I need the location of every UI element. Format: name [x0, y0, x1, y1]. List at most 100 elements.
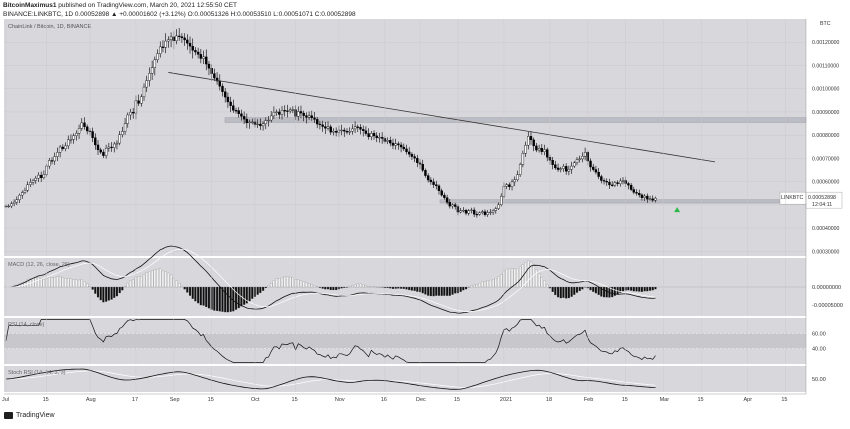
candle [422, 164, 424, 170]
macd-bar [546, 285, 548, 287]
macd-bar [654, 287, 656, 289]
stoch-tick-label: 50.00 [812, 377, 826, 383]
candle [608, 182, 610, 185]
price-tick-label: 0.00080000 [812, 133, 840, 139]
candle [357, 127, 359, 128]
candle [614, 183, 616, 186]
macd-bar [284, 277, 286, 287]
time-tick-label: Nov [335, 397, 345, 403]
candle [438, 186, 440, 191]
candle [611, 185, 613, 186]
time-tick-label: 15 [292, 397, 298, 403]
macd-bar [100, 287, 102, 300]
macd-bar [67, 278, 69, 287]
candle [603, 180, 605, 181]
candle [522, 153, 524, 164]
candle [397, 144, 399, 145]
candle [194, 50, 196, 52]
candle [506, 185, 508, 187]
candle [527, 136, 529, 145]
macd-bar [192, 287, 194, 299]
macd-bar [470, 286, 472, 287]
macd-bar [573, 287, 575, 295]
candle [56, 152, 58, 156]
macd-bar [460, 287, 462, 292]
candle [184, 38, 186, 40]
candle [470, 210, 472, 211]
price-tick-label: 0.00030000 [812, 249, 840, 255]
macd-bar [441, 287, 443, 296]
candle [606, 181, 608, 182]
candle [416, 158, 418, 163]
candle [484, 212, 486, 215]
candle [571, 166, 573, 169]
macd-bar [138, 277, 140, 287]
macd-bar [387, 287, 389, 288]
rsi-tick-label: 60.00 [812, 331, 826, 337]
candle [492, 210, 494, 212]
candle [16, 200, 18, 202]
macd-bar [313, 285, 315, 287]
macd-bar [224, 287, 226, 312]
macd-bar [251, 287, 253, 299]
candle [487, 213, 489, 215]
candle [265, 121, 267, 124]
macd-bar [102, 287, 104, 302]
candle [235, 110, 237, 111]
macd-tick-label: 0.00000000 [812, 285, 841, 291]
candle [392, 143, 394, 145]
macd-bar [406, 287, 408, 289]
tradingview-logo[interactable]: TradingView [4, 412, 55, 419]
candle [167, 40, 169, 41]
candle [121, 131, 123, 134]
candle [538, 148, 540, 150]
macd-bar [75, 280, 77, 287]
candle [86, 127, 88, 131]
candle [27, 185, 29, 191]
macd-bar [332, 287, 334, 290]
macd-bar [479, 283, 481, 287]
candle [227, 97, 229, 102]
macd-bar [273, 280, 275, 287]
candle [319, 124, 321, 125]
time-tick-label: 15 [208, 397, 214, 403]
panel-bg-4 [4, 366, 806, 392]
candle [297, 111, 299, 116]
candle [468, 211, 470, 214]
candle [368, 134, 370, 137]
candle [600, 177, 602, 181]
candle [389, 140, 391, 143]
macd-bar [94, 287, 96, 294]
macd-bar [194, 287, 196, 301]
macd-bar [148, 271, 150, 287]
time-tick-label: 15 [781, 397, 787, 403]
macd-bar [54, 277, 56, 287]
candle [192, 46, 194, 50]
candle [175, 36, 177, 41]
candle [78, 128, 80, 133]
macd-bar [430, 287, 432, 296]
candle [479, 213, 481, 215]
candle [276, 112, 278, 113]
macd-bar [446, 287, 448, 296]
macd-bar [487, 281, 489, 287]
candle [200, 54, 202, 58]
macd-bar [116, 287, 118, 296]
candle [573, 163, 575, 166]
macd-bar [259, 287, 261, 293]
price-tick-label: 0.00060000 [812, 180, 840, 186]
macd-bar [590, 287, 592, 290]
candle [330, 127, 332, 132]
macd-bar [265, 287, 267, 288]
candle [51, 161, 53, 162]
macd-bar [257, 287, 259, 295]
candle [262, 124, 264, 126]
macd-bar [424, 287, 426, 294]
macd-bar [303, 282, 305, 287]
macd-bar [56, 277, 58, 287]
macd-bar [37, 278, 39, 287]
macd-bar [506, 269, 508, 287]
macd-bar [213, 287, 215, 311]
